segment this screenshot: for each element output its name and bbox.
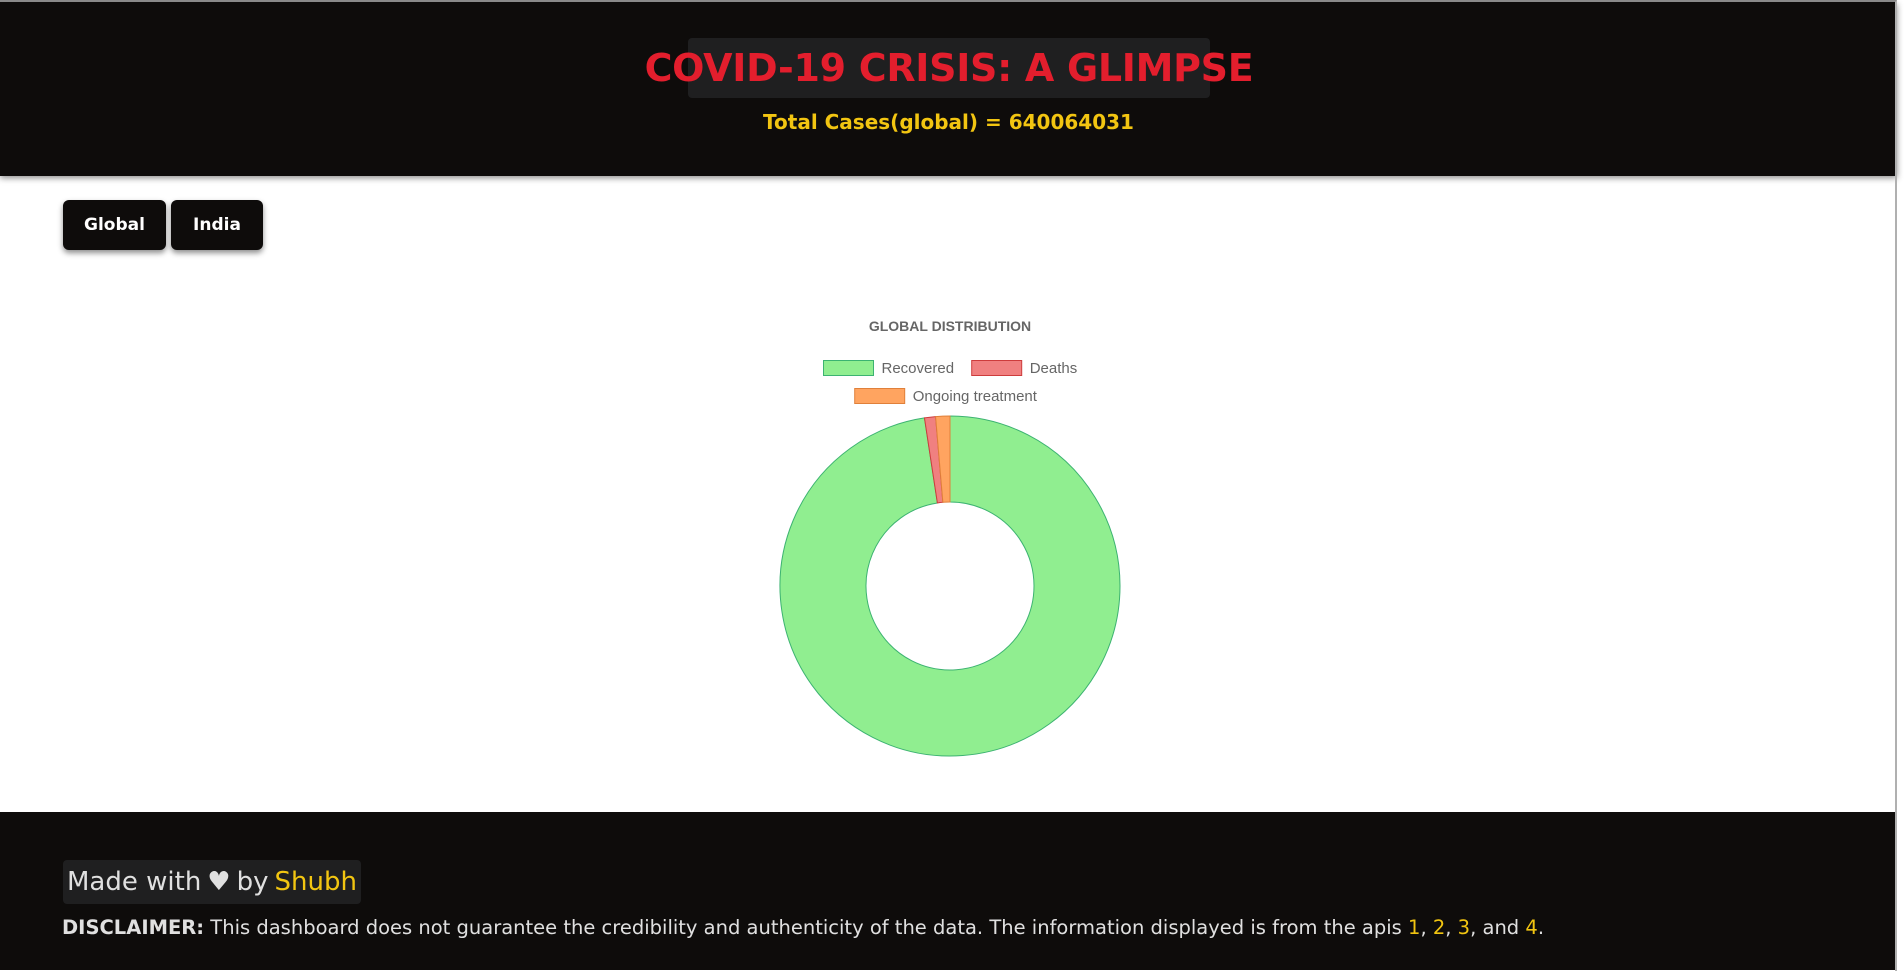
legend-swatch bbox=[854, 388, 906, 404]
author-link[interactable]: Shubh bbox=[274, 867, 357, 897]
india-button[interactable]: India bbox=[171, 200, 263, 250]
total-cases: Total Cases(global) = 640064031 bbox=[763, 110, 1134, 134]
distribution-chart: GLOBAL DISTRIBUTION Recovered Deaths Ongoin… bbox=[779, 318, 1121, 757]
disclaimer-end: . bbox=[1537, 916, 1545, 939]
page-header: COVID-19 CRISIS: A GLIMPSE Total Cases(g… bbox=[0, 2, 1897, 176]
disclaimer-label: DISCLAIMER: bbox=[62, 916, 205, 939]
legend-swatch bbox=[971, 360, 1023, 376]
page-title: COVID-19 CRISIS: A GLIMPSE bbox=[644, 46, 1254, 90]
api-link-4[interactable]: 4 bbox=[1525, 916, 1538, 939]
chart-slice bbox=[779, 415, 1121, 757]
legend-label: Recovered bbox=[882, 360, 955, 377]
legend-label: Ongoing treatment bbox=[913, 388, 1038, 405]
title-box: COVID-19 CRISIS: A GLIMPSE bbox=[645, 38, 1254, 98]
legend-swatch bbox=[823, 360, 874, 376]
separator: , bbox=[1420, 916, 1433, 939]
legend-label: Deaths bbox=[1030, 360, 1078, 377]
separator: , bbox=[1445, 916, 1458, 939]
global-button[interactable]: Global bbox=[63, 200, 166, 250]
disclaimer: DISCLAIMER: This dashboard does not guar… bbox=[62, 916, 1544, 939]
by-label: by bbox=[236, 867, 269, 897]
chart-slice bbox=[935, 415, 951, 503]
made-with-box: Made with ♥ by Shubh bbox=[63, 860, 361, 904]
made-with-label: Made with bbox=[67, 867, 202, 897]
page-footer: Made with ♥ by Shubh DISCLAIMER: This da… bbox=[0, 812, 1897, 970]
separator: , and bbox=[1470, 916, 1526, 939]
api-link-2[interactable]: 2 bbox=[1432, 916, 1446, 939]
heart-icon: ♥ bbox=[207, 867, 231, 897]
api-link-3[interactable]: 3 bbox=[1457, 916, 1471, 939]
api-link-1[interactable]: 1 bbox=[1408, 916, 1421, 939]
disclaimer-text: This dashboard does not guarantee the cr… bbox=[204, 916, 1409, 939]
chart-title: GLOBAL DISTRIBUTION bbox=[869, 318, 1031, 334]
